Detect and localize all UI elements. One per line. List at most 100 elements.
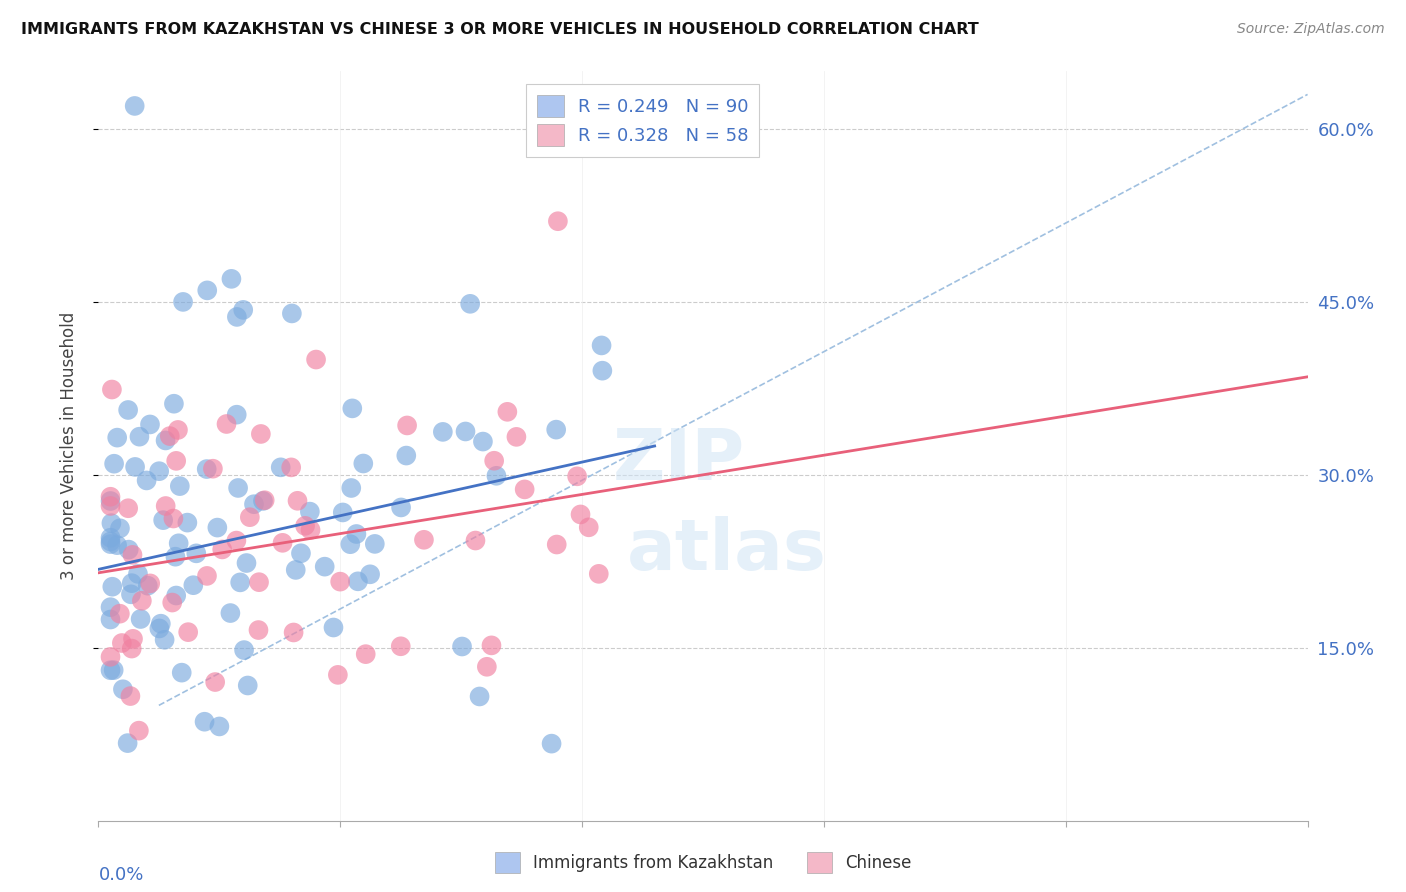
Point bbox=[354, 647, 377, 661]
Point bbox=[128, 430, 150, 444]
Point bbox=[287, 493, 309, 508]
Point bbox=[389, 500, 412, 515]
Point bbox=[305, 352, 328, 367]
Point bbox=[569, 508, 592, 522]
Point bbox=[155, 499, 177, 513]
Point bbox=[346, 527, 368, 541]
Point bbox=[283, 625, 305, 640]
Point bbox=[347, 574, 370, 589]
Point bbox=[299, 523, 322, 537]
Point bbox=[458, 297, 481, 311]
Point bbox=[396, 418, 419, 433]
Point bbox=[413, 533, 436, 547]
Point bbox=[100, 649, 122, 664]
Point bbox=[108, 607, 131, 621]
Point bbox=[152, 513, 174, 527]
Point bbox=[127, 566, 149, 581]
Point bbox=[247, 623, 270, 637]
Point bbox=[139, 417, 162, 432]
Point bbox=[117, 501, 139, 516]
Point bbox=[183, 578, 205, 592]
Point bbox=[451, 640, 474, 654]
Point bbox=[120, 689, 142, 703]
Point bbox=[342, 401, 364, 416]
Point bbox=[121, 641, 143, 656]
Point bbox=[100, 534, 122, 549]
Point bbox=[124, 459, 146, 474]
Point bbox=[294, 518, 316, 533]
Point bbox=[253, 493, 276, 508]
Point bbox=[565, 469, 588, 483]
Point bbox=[505, 430, 527, 444]
Point bbox=[122, 632, 145, 646]
Point bbox=[167, 423, 190, 437]
Point bbox=[591, 338, 613, 352]
Point bbox=[284, 563, 307, 577]
Text: IMMIGRANTS FROM KAZAKHSTAN VS CHINESE 3 OR MORE VEHICLES IN HOUSEHOLD CORRELATIO: IMMIGRANTS FROM KAZAKHSTAN VS CHINESE 3 … bbox=[21, 22, 979, 37]
Point bbox=[111, 636, 134, 650]
Point bbox=[100, 600, 122, 615]
Legend: R = 0.249   N = 90, R = 0.328   N = 58: R = 0.249 N = 90, R = 0.328 N = 58 bbox=[526, 84, 759, 157]
Text: Source: ZipAtlas.com: Source: ZipAtlas.com bbox=[1237, 22, 1385, 37]
Point bbox=[120, 587, 142, 601]
Point bbox=[208, 719, 231, 733]
Point bbox=[105, 538, 128, 552]
Point bbox=[482, 454, 505, 468]
Point bbox=[271, 536, 294, 550]
Point bbox=[148, 622, 170, 636]
Point bbox=[117, 403, 139, 417]
Point bbox=[105, 431, 128, 445]
Point bbox=[100, 516, 122, 530]
Point bbox=[496, 405, 519, 419]
Point bbox=[195, 569, 218, 583]
Point bbox=[193, 714, 215, 729]
Point bbox=[101, 383, 124, 397]
Point bbox=[211, 542, 233, 557]
Point bbox=[232, 302, 254, 317]
Point bbox=[225, 533, 247, 548]
Point bbox=[352, 457, 374, 471]
Point bbox=[149, 616, 172, 631]
Point bbox=[389, 640, 412, 654]
Point bbox=[270, 460, 292, 475]
Point bbox=[100, 494, 122, 508]
Point bbox=[101, 580, 124, 594]
Point bbox=[169, 479, 191, 493]
Point bbox=[229, 575, 252, 590]
Point bbox=[100, 613, 122, 627]
Point bbox=[475, 660, 498, 674]
Point bbox=[588, 566, 610, 581]
Text: atlas: atlas bbox=[627, 516, 827, 585]
Point bbox=[233, 643, 256, 657]
Point bbox=[100, 499, 122, 513]
Point bbox=[195, 462, 218, 476]
Point bbox=[100, 490, 122, 504]
Point bbox=[236, 678, 259, 692]
Point bbox=[162, 511, 184, 525]
Point bbox=[170, 665, 193, 680]
Point bbox=[395, 449, 418, 463]
Point bbox=[591, 364, 613, 378]
Point bbox=[298, 505, 321, 519]
Point bbox=[160, 596, 183, 610]
Point bbox=[221, 272, 243, 286]
Point bbox=[546, 537, 568, 551]
Point bbox=[117, 736, 139, 750]
Point bbox=[578, 520, 600, 534]
Point bbox=[118, 542, 141, 557]
Point bbox=[280, 460, 302, 475]
Point bbox=[540, 737, 562, 751]
Point bbox=[201, 461, 224, 475]
Point bbox=[136, 579, 159, 593]
Point bbox=[176, 516, 198, 530]
Point bbox=[139, 576, 162, 591]
Point bbox=[290, 546, 312, 560]
Point bbox=[546, 423, 568, 437]
Point bbox=[359, 567, 381, 582]
Point bbox=[454, 425, 477, 439]
Point bbox=[314, 559, 336, 574]
Point bbox=[111, 682, 134, 697]
Point bbox=[121, 576, 143, 591]
Point bbox=[215, 417, 238, 431]
Point bbox=[225, 408, 247, 422]
